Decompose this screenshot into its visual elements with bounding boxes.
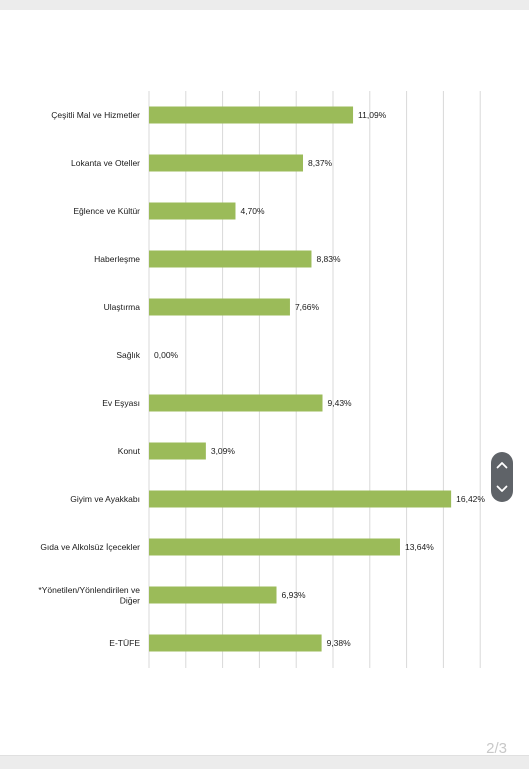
chevron-up-icon [496, 462, 508, 469]
category-label: Gıda ve Alkolsüz İçecekler [40, 542, 140, 552]
bar [149, 298, 290, 316]
value-label: 3,09% [211, 446, 236, 456]
value-label: 6,93% [282, 590, 307, 600]
page-indicator: 2/3 [486, 740, 507, 757]
category-label: Sağlık [116, 350, 140, 360]
value-label: 9,38% [327, 638, 352, 648]
bar [149, 538, 400, 556]
category-label: Çeşitli Mal ve Hizmetler [51, 110, 140, 120]
category-label: Ulaştırma [104, 302, 141, 312]
bar [149, 106, 354, 124]
page-scroll-control [491, 452, 513, 502]
category-label: Eğlence ve Kültür [73, 206, 140, 216]
chevron-down-icon [496, 485, 508, 492]
bar [149, 586, 277, 604]
value-label: 4,70% [240, 206, 265, 216]
bar [149, 634, 322, 652]
value-label: 9,43% [328, 398, 353, 408]
scroll-down-button[interactable] [491, 477, 513, 501]
value-label: 7,66% [295, 302, 320, 312]
category-label: E-TÜFE [109, 638, 140, 648]
category-label: Haberleşme [94, 254, 140, 264]
document-page [0, 10, 529, 755]
category-label: *Yönetilen/Yönlendirilen ve Diğer [38, 585, 140, 606]
bar [149, 250, 312, 268]
value-label: 11,09% [358, 110, 387, 120]
bottom-toolbar [0, 755, 529, 769]
scroll-up-button[interactable] [491, 453, 513, 477]
category-label: Lokanta ve Oteller [71, 158, 140, 168]
bar [149, 154, 304, 172]
bar [149, 202, 236, 220]
value-label: 13,64% [405, 542, 434, 552]
value-label: 8,37% [308, 158, 333, 168]
category-label: Konut [118, 446, 141, 456]
category-label: Ev Eşyası [102, 398, 140, 408]
value-label: 8,83% [316, 254, 341, 264]
bar [149, 490, 452, 508]
bar [149, 442, 206, 460]
category-label: Giyim ve Ayakkabı [70, 494, 140, 504]
value-label: 0,00% [154, 350, 179, 360]
value-label: 16,42% [456, 494, 485, 504]
bar [149, 394, 323, 412]
